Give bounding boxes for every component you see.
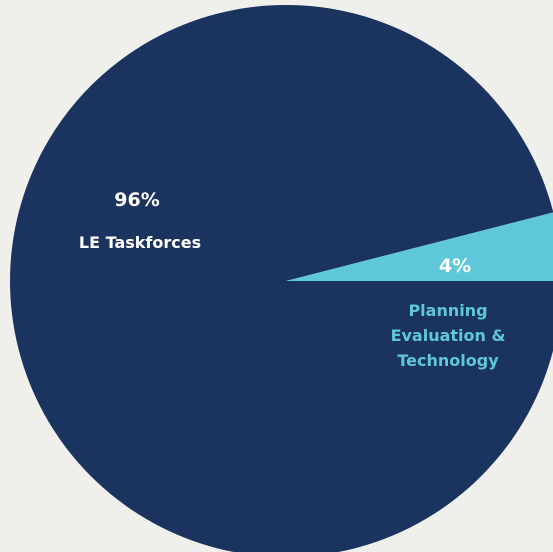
pie-slice-planning-evaluation-technology (286, 212, 553, 281)
slice-percent-le-taskforces: 96% (114, 189, 159, 211)
slice-label-planning-line-3: Technology (397, 351, 499, 370)
slice-label-planning-line-2: Evaluation & (391, 326, 506, 345)
pie-slice-le-taskforces (10, 5, 553, 552)
slice-label-le-taskforces: LE Taskforces (79, 233, 201, 252)
slice-percent-planning-evaluation-technology: 4% (439, 255, 471, 277)
slice-label-planning-line-1: Planning (408, 301, 487, 320)
